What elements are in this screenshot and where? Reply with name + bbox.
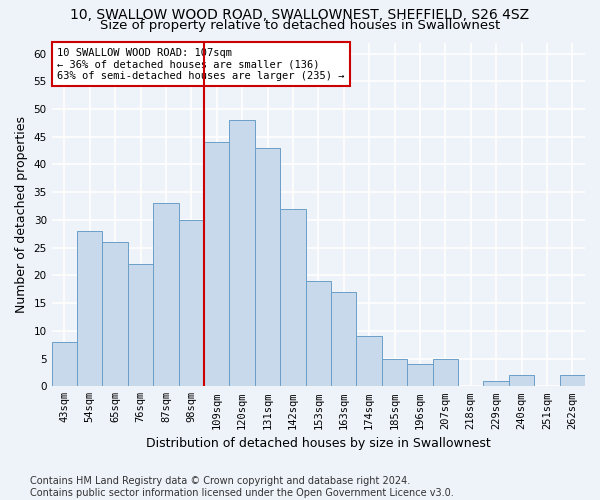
Bar [103, 242, 128, 386]
Bar [128, 264, 153, 386]
Bar [255, 148, 280, 386]
Bar [560, 375, 585, 386]
Bar [305, 281, 331, 386]
Bar [484, 381, 509, 386]
Bar [509, 375, 534, 386]
Bar [153, 204, 179, 386]
Bar [407, 364, 433, 386]
X-axis label: Distribution of detached houses by size in Swallownest: Distribution of detached houses by size … [146, 437, 491, 450]
Text: 10 SWALLOW WOOD ROAD: 107sqm
← 36% of detached houses are smaller (136)
63% of s: 10 SWALLOW WOOD ROAD: 107sqm ← 36% of de… [57, 48, 344, 81]
Text: 10, SWALLOW WOOD ROAD, SWALLOWNEST, SHEFFIELD, S26 4SZ: 10, SWALLOW WOOD ROAD, SWALLOWNEST, SHEF… [70, 8, 530, 22]
Bar [433, 358, 458, 386]
Bar [280, 209, 305, 386]
Bar [204, 142, 229, 386]
Bar [52, 342, 77, 386]
Bar [356, 336, 382, 386]
Y-axis label: Number of detached properties: Number of detached properties [15, 116, 28, 313]
Bar [229, 120, 255, 386]
Text: Size of property relative to detached houses in Swallownest: Size of property relative to detached ho… [100, 18, 500, 32]
Bar [179, 220, 204, 386]
Text: Contains HM Land Registry data © Crown copyright and database right 2024.
Contai: Contains HM Land Registry data © Crown c… [30, 476, 454, 498]
Bar [77, 231, 103, 386]
Bar [331, 292, 356, 386]
Bar [382, 358, 407, 386]
